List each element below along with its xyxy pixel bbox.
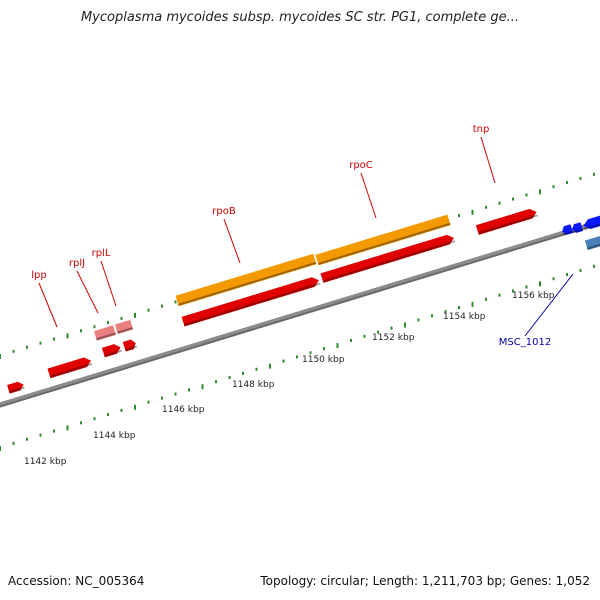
gene-label-leader [524, 273, 574, 337]
gene-arrow-shade [124, 345, 138, 352]
gene-label-leader [223, 218, 241, 264]
gene-rpoB-orange-shade [178, 261, 317, 306]
gene-arrow-blue-shade [584, 222, 600, 231]
gene-rplJ [114, 319, 134, 335]
scale-label: 1148 kbp [232, 380, 275, 390]
gene-arrow-blue-shade [572, 228, 583, 234]
accession-text: Accession: NC_005364 [8, 574, 145, 588]
gene-arrow [122, 339, 136, 352]
gene-rplJ-group [114, 319, 134, 335]
genome-backbone [0, 219, 600, 406]
gene-rpoB-group [181, 277, 321, 327]
scale-label: 1146 kbp [162, 405, 205, 415]
gene-label-leader [480, 136, 496, 184]
gene-label-leader [100, 260, 117, 307]
gene-arrow-group [47, 357, 93, 379]
gene-rpoB-2-shade [322, 240, 456, 283]
gene-rplL-group [93, 325, 117, 341]
gene-arrow-shade [8, 386, 25, 394]
gene-arrow-group [122, 339, 138, 352]
scale-label: 1150 kbp [302, 355, 345, 365]
gene-label-msc1012: MSC_1012 [499, 337, 551, 348]
gene-label-leader [38, 282, 58, 328]
gene-msc1012 [584, 235, 600, 251]
gene-arrow-blue [572, 222, 584, 233]
gene-label-rplL: rplL [92, 248, 111, 259]
gene-rpoB [181, 277, 319, 327]
gene-tnp [475, 208, 537, 235]
gene-label-rplJ: rplJ [69, 258, 85, 269]
gene-arrow [101, 344, 121, 358]
gene-rpoC [315, 214, 451, 266]
gene-label-rpoC: rpoC [349, 160, 373, 171]
gene-rpoB-shade [183, 282, 321, 327]
gene-label-lpp: lpp [31, 270, 46, 281]
gene-rplJ-shade [117, 327, 133, 334]
gene-arrow [47, 357, 92, 379]
gene-msc1012-shade [587, 243, 600, 250]
gene-rplL [93, 325, 117, 341]
gene-arrow-group [101, 344, 122, 358]
scale-label: 1154 kbp [443, 312, 486, 322]
gene-tnp-shade [478, 214, 538, 235]
scale-label: 1156 kbp [512, 291, 555, 301]
gene-arrow-blue-group [583, 215, 600, 231]
gene-label-leader [360, 172, 377, 219]
gene-rpoB-orange-group [175, 253, 317, 307]
scale-label: 1152 kbp [372, 333, 415, 343]
gene-arrow-group [7, 381, 25, 394]
gene-rpoB-2 [320, 234, 454, 283]
gene-arrow-shade [104, 349, 122, 357]
gene-rpoC-shade [317, 222, 451, 265]
gene-rpoC-group [315, 214, 451, 266]
gene-arrow-blue [583, 215, 600, 229]
gene-arrow-blue-group [572, 222, 584, 234]
scale-label: 1144 kbp [93, 431, 136, 441]
gene-label-tnp: tnp [473, 124, 490, 135]
gene-tnp-group [475, 208, 538, 235]
gene-rpoB-2-group [320, 234, 456, 283]
genome-summary-text: Topology: circular; Length: 1,211,703 bp… [260, 574, 590, 588]
gene-arrow [7, 381, 24, 394]
gene-label-rpoB: rpoB [212, 206, 236, 217]
gene-arrow-shade [49, 362, 93, 378]
gene-rplL-shade [96, 332, 116, 341]
gene-rpoB-orange [175, 253, 317, 307]
scale-label: 1142 kbp [24, 457, 67, 467]
map-title: Mycoplasma mycoides subsp. mycoides SC s… [80, 10, 520, 25]
gene-msc1012-group [584, 235, 600, 251]
gene-label-leader [76, 270, 99, 314]
gene-arrow-blue [562, 224, 574, 235]
gene-arrow-blue-group [562, 224, 574, 236]
gene-arrow-blue-shade [562, 230, 573, 236]
